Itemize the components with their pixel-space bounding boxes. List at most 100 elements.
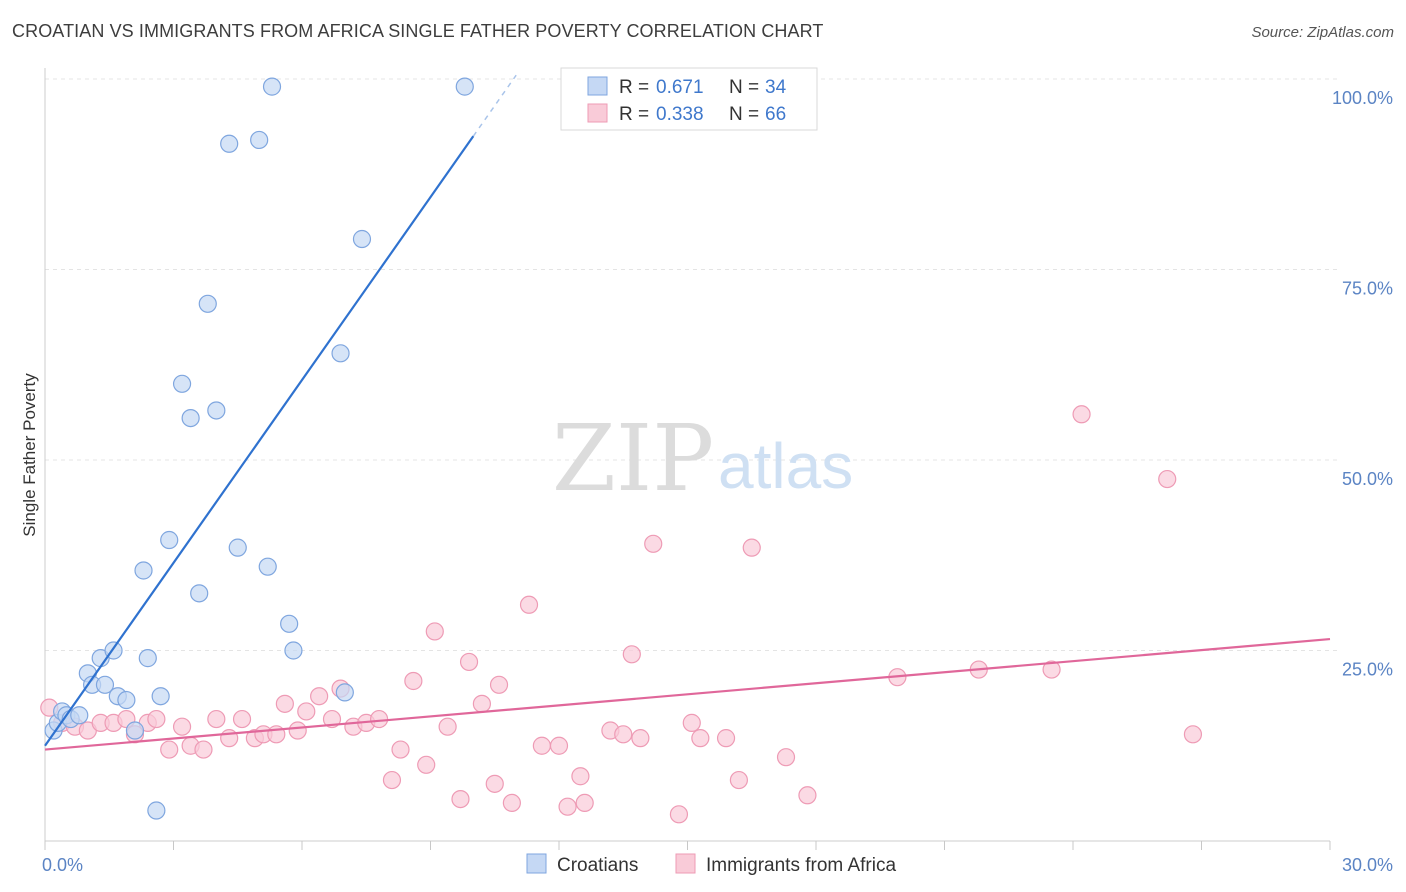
africa-point-13 [194, 740, 213, 759]
africa-point-20 [275, 694, 294, 713]
africa-point-34 [438, 717, 457, 736]
legend-label-africa: Immigrants from Africa [706, 855, 896, 876]
africa-point-22 [297, 702, 316, 721]
chart-title: CROATIAN VS IMMIGRANTS FROM AFRICA SINGL… [12, 21, 824, 41]
africa-point-28 [370, 709, 389, 729]
stats-n-label-1: N = [729, 77, 759, 98]
africa-point-39 [489, 675, 509, 694]
africa-point-44 [558, 797, 577, 816]
africa-point-30 [391, 740, 410, 759]
croatians-point-13 [125, 721, 145, 740]
africa-point-33 [425, 622, 444, 641]
africa-point-51 [644, 534, 663, 553]
africa-point-10 [160, 740, 179, 759]
croatians-point-17 [151, 687, 170, 706]
source-credit: Source: ZipAtlas.com [1251, 24, 1394, 41]
africa-point-29 [382, 770, 402, 790]
croatians-point-33 [352, 229, 372, 249]
croatians-point-18 [160, 530, 179, 550]
x-tick-label-max: 30.0% [1342, 855, 1393, 875]
series-croatians-points [44, 77, 474, 820]
croatians-trend-line [44, 135, 475, 747]
croatians-point-27 [258, 557, 277, 576]
africa-point-48 [614, 725, 633, 744]
y-axis-label: Single Father Poverty [20, 373, 39, 537]
stats-n-label-2: N = [729, 104, 759, 125]
africa-point-65 [1183, 725, 1203, 744]
x-tick-label-min: 0.0% [42, 855, 83, 875]
africa-point-41 [519, 595, 539, 614]
africa-point-54 [691, 729, 710, 748]
africa-point-40 [502, 793, 521, 813]
croatians-point-16 [147, 801, 166, 820]
croatians-point-12 [117, 690, 136, 710]
legend-label-croatians: Croatians [557, 855, 638, 876]
y-tick-label-0: 100.0% [1332, 88, 1393, 108]
croatians-point-14 [134, 561, 153, 580]
watermark-zip: ZIP [552, 405, 714, 512]
y-tick-label-3: 25.0% [1342, 660, 1393, 680]
africa-point-9 [147, 709, 166, 729]
croatians-point-29 [280, 614, 299, 633]
watermark-atlas: atlas [718, 430, 853, 502]
africa-point-23 [310, 687, 329, 706]
croatians-point-32 [335, 683, 354, 702]
africa-point-38 [485, 774, 504, 793]
africa-point-43 [549, 736, 569, 755]
tick-labels: 100.0% 75.0% 50.0% 25.0% 0.0% 30.0% [42, 88, 1393, 875]
stats-r-label-1: R = [619, 77, 649, 98]
croatians-point-5 [70, 706, 89, 725]
croatians-point-19 [172, 374, 192, 393]
africa-point-36 [459, 652, 479, 672]
stats-r-value-1: 0.671 [656, 77, 704, 98]
croatians-point-15 [138, 649, 157, 668]
croatians-trend-extension [472, 74, 517, 137]
croatians-point-34 [455, 77, 474, 96]
africa-point-32 [417, 755, 436, 774]
croatians-point-20 [181, 408, 200, 428]
stats-n-value-2: 66 [765, 104, 786, 125]
africa-point-58 [776, 748, 796, 767]
gridlines [45, 78, 1340, 651]
croatians-point-24 [220, 134, 239, 153]
croatians-point-30 [284, 641, 303, 660]
africa-point-52 [669, 805, 689, 824]
series-legend: Croatians Immigrants from Africa [526, 853, 896, 876]
africa-point-55 [716, 729, 736, 748]
croatians-point-31 [331, 344, 350, 363]
croatians-point-26 [250, 130, 269, 150]
croatians-point-25 [228, 538, 247, 557]
legend-swatch-croatians [526, 853, 547, 874]
stats-r-value-2: 0.338 [656, 104, 704, 125]
croatians-point-28 [262, 77, 282, 96]
croatians-point-22 [198, 294, 217, 313]
africa-point-57 [742, 538, 761, 557]
africa-point-37 [472, 694, 491, 713]
legend-swatch-africa [675, 853, 696, 874]
croatians-point-21 [190, 584, 209, 603]
africa-point-42 [532, 736, 551, 755]
africa-point-62 [1042, 660, 1061, 679]
trend-lines [44, 74, 1331, 751]
croatians-point-23 [207, 401, 226, 420]
y-tick-label-2: 50.0% [1342, 469, 1393, 489]
africa-point-59 [798, 786, 817, 805]
africa-point-56 [729, 770, 749, 790]
africa-point-46 [575, 793, 594, 813]
y-tick-label-1: 75.0% [1342, 279, 1393, 299]
africa-point-14 [207, 709, 226, 729]
africa-trend-line [44, 637, 1331, 751]
africa-point-24 [322, 709, 342, 729]
stats-swatch-croatians [587, 76, 608, 96]
africa-point-11 [172, 717, 192, 736]
africa-point-45 [571, 767, 590, 786]
africa-point-35 [451, 789, 470, 809]
africa-point-63 [1072, 405, 1091, 424]
africa-point-53 [682, 713, 701, 732]
africa-point-64 [1158, 469, 1177, 489]
croatians-point-9 [95, 675, 115, 694]
stats-n-value-1: 34 [765, 77, 787, 98]
stats-legend: R = 0.671 N = 34 R = 0.338 N = 66 [560, 67, 818, 131]
stats-swatch-africa [587, 103, 608, 123]
